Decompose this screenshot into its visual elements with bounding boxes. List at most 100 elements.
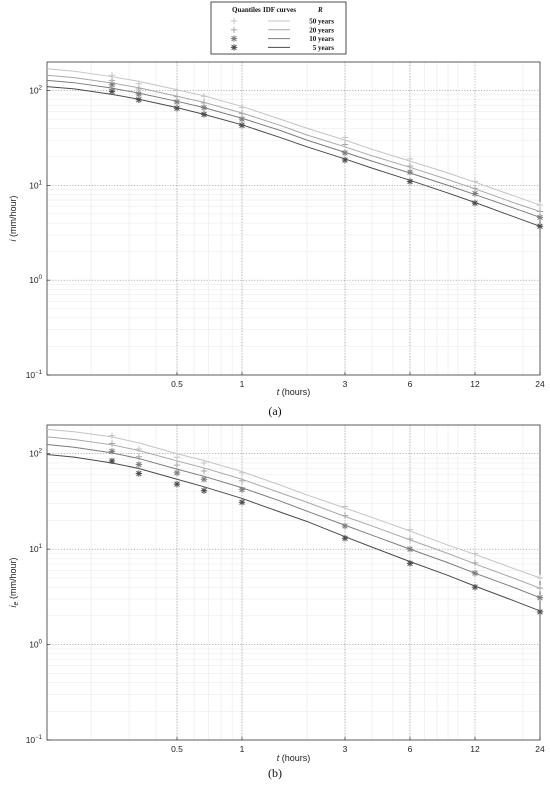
quantile-marker [200,476,208,483]
quantile-marker [406,178,414,185]
panel-b: (b) 0.5 1 3 6 12 24 10−1 100 101 102 t (hours) ie (… [8,424,545,780]
quantile-marker [238,122,246,129]
quantile-marker [173,469,181,477]
quantile-marker [536,214,544,221]
quantile-marker [135,470,143,477]
legend-label: 5 years [313,44,334,52]
series-50-years [46,428,544,582]
quantile-marker [173,453,181,461]
legend-col-r: R [317,6,323,14]
quantile-marker [238,104,246,111]
legend-marker [230,35,238,42]
grid [47,62,540,375]
quantile-marker [341,134,349,141]
x-tick-label: 3 [343,744,348,754]
quantile-marker [406,560,414,567]
quantile-marker [471,559,479,566]
quantile-marker [135,96,143,103]
x-tick-label: 24 [535,379,545,389]
quantile-marker [108,457,116,465]
quantile-marker [200,111,208,118]
y-axis-label: i (mm/hour) [8,195,18,241]
quantile-marker [341,149,349,157]
quantile-marker [173,461,181,469]
y-tick-label: 102 [29,449,42,459]
idf-curve [46,436,541,589]
x-tick-label: 12 [470,379,480,389]
idf-curve [46,86,541,227]
series-20-years [46,436,544,592]
quantile-marker [135,461,143,468]
quantile-marker [173,480,181,488]
x-tick-label: 3 [343,379,348,389]
quantile-marker [341,503,349,510]
x-tick-label: 0.5 [171,744,183,754]
y-tick-label: 101 [29,180,42,190]
quantile-marker [406,545,414,553]
quantile-marker [238,469,246,477]
quantile-marker [108,440,116,447]
quantile-marker [173,98,181,106]
panel-a-label: (a) [268,404,281,418]
quantile-marker [200,93,208,100]
idf-curve [46,428,541,579]
legend-col-idf: IDF curves [263,6,296,14]
x-axis-label: t (hours) [277,753,311,763]
y-tick-label: 100 [29,275,42,285]
quantile-marker [471,583,479,591]
y-tick-label: 100 [29,640,42,650]
quantile-marker [406,155,414,163]
legend-marker [230,26,238,33]
quantile-marker [341,522,349,530]
idf-curve [46,443,541,599]
quantile-marker [341,535,349,542]
quantile-marker [406,168,414,176]
y-tick-label: 102 [29,86,42,96]
quantile-marker [406,535,414,543]
x-tick-label: 0.5 [171,379,183,389]
quantile-marker [173,87,181,94]
quantile-marker [536,223,544,230]
legend-label: 10 years [309,35,334,43]
plot-frame [46,61,541,376]
series-50-years [46,68,544,209]
quantile-marker [471,550,479,557]
quantile-marker [406,162,414,170]
quantile-marker [536,201,544,209]
x-tick-label: 24 [535,744,545,754]
panel-a: (a) 0.5 1 3 6 12 24 10−1 100 101 102 t (hours) i (m… [8,61,545,418]
y-tick-label: 10−1 [26,735,43,745]
idf-curve [46,79,541,218]
quantile-marker [536,594,544,601]
series-10-years [46,443,544,601]
series-5-years [46,86,544,230]
quantile-marker [238,499,246,506]
legend-marker [230,44,238,51]
quantile-marker [536,208,544,215]
x-tick-label: 12 [470,744,480,754]
quantile-marker [135,90,143,98]
legend-label: 50 years [309,18,334,26]
x-tick-label: 6 [408,744,413,754]
x-tick-label: 1 [240,744,245,754]
y-tick-label: 10−1 [26,370,43,380]
quantile-marker [108,448,116,455]
idf-curve [46,454,541,612]
quantile-marker [238,477,246,485]
quantile-marker [341,512,349,519]
quantile-marker [173,105,181,112]
quantile-marker [471,199,479,207]
quantile-marker [108,88,116,95]
quantile-marker [341,156,349,164]
idf-curve [46,68,541,206]
quantile-marker [108,81,116,88]
quantile-marker [536,608,544,616]
quantile-marker [238,115,246,123]
quantile-marker [135,445,143,453]
x-tick-label: 6 [408,379,413,389]
series-5-years [46,454,544,616]
grid [47,425,540,740]
quantile-marker [536,574,544,582]
y-tick-label: 101 [29,544,42,554]
